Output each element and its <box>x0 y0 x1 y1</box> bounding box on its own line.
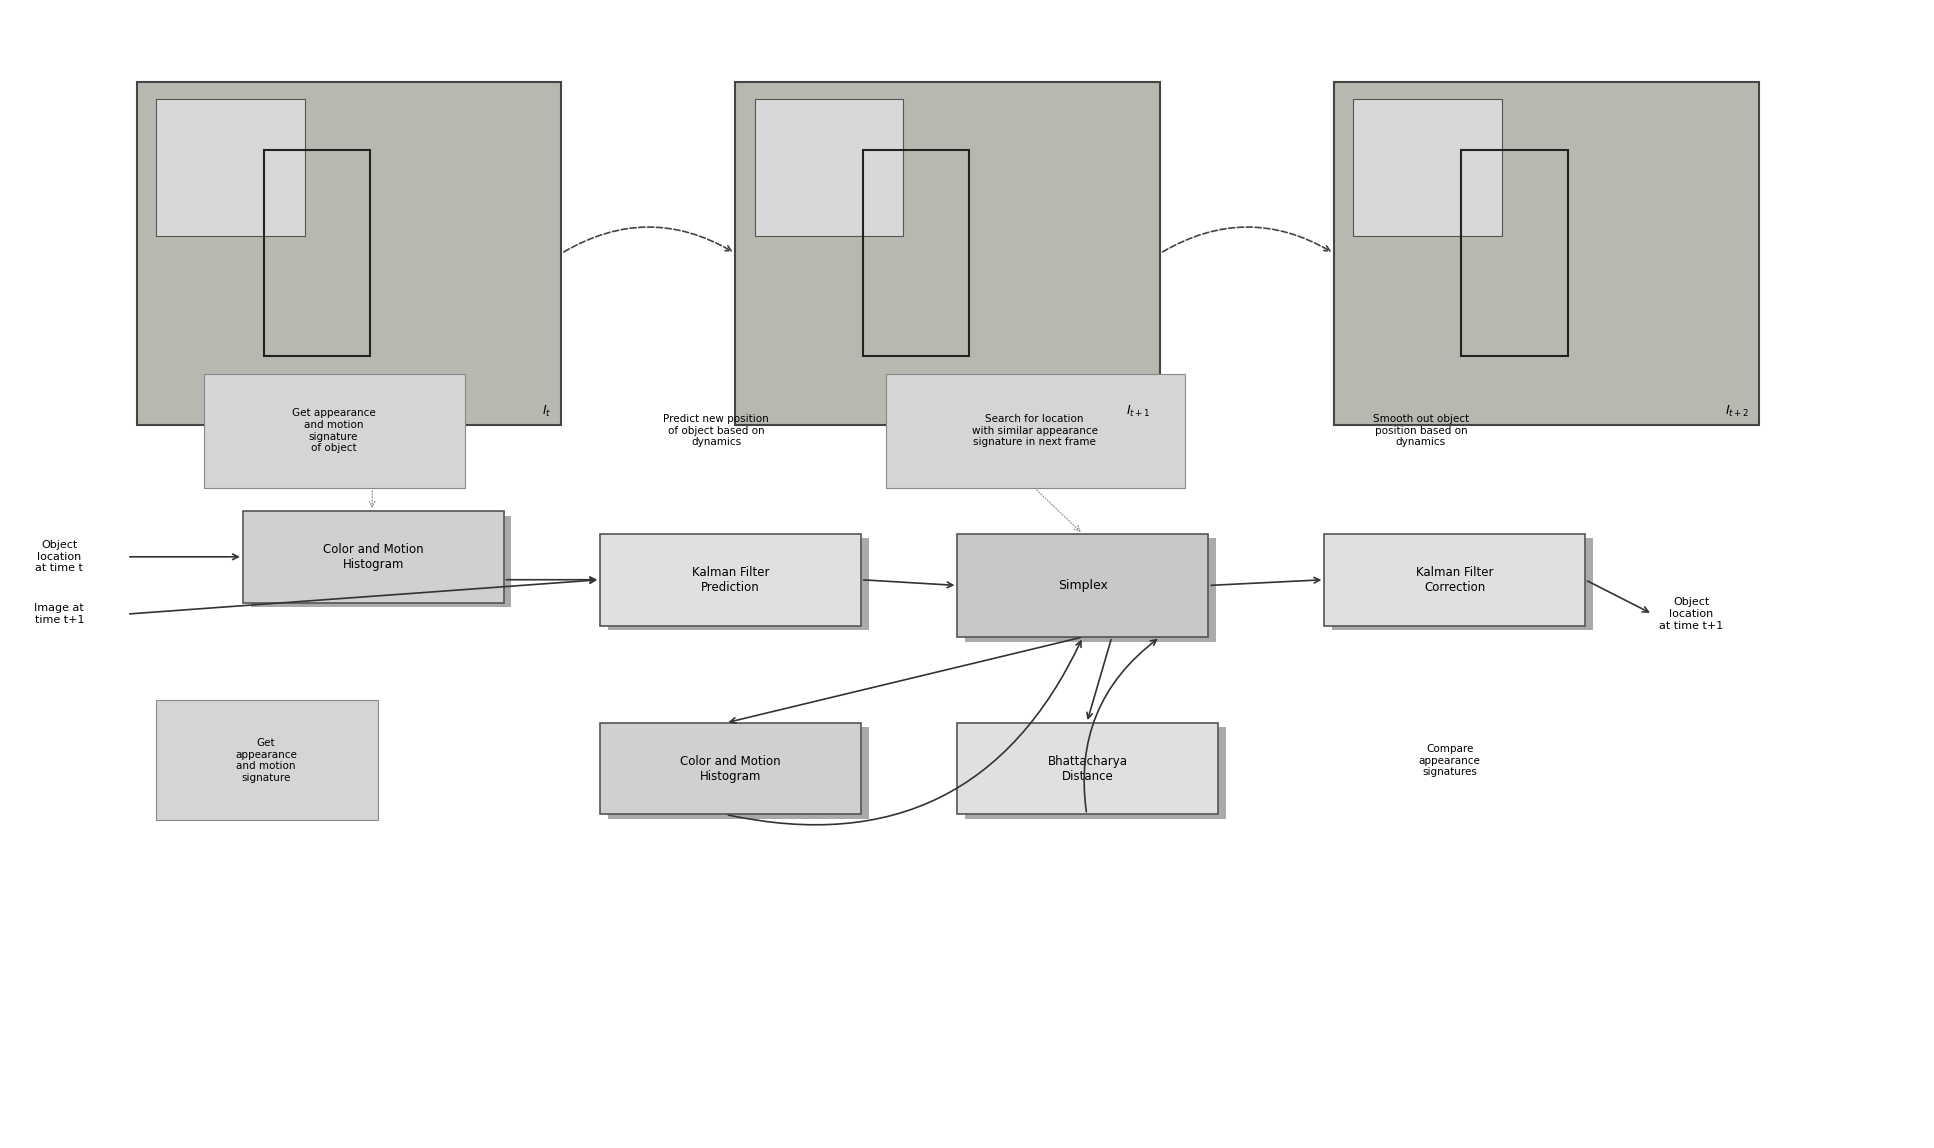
FancyBboxPatch shape <box>957 723 1218 814</box>
FancyBboxPatch shape <box>965 728 1226 819</box>
FancyBboxPatch shape <box>735 82 1160 425</box>
Text: Bhattacharya
Distance: Bhattacharya Distance <box>1048 754 1128 783</box>
FancyBboxPatch shape <box>965 538 1216 642</box>
FancyBboxPatch shape <box>886 373 1186 488</box>
Text: Smooth out object
position based on
dynamics: Smooth out object position based on dyna… <box>1373 414 1470 448</box>
FancyBboxPatch shape <box>157 700 377 820</box>
Text: Search for location
with similar appearance
signature in next frame: Search for location with similar appeara… <box>971 414 1099 448</box>
FancyBboxPatch shape <box>1354 99 1503 236</box>
FancyBboxPatch shape <box>600 534 861 626</box>
FancyBboxPatch shape <box>137 82 561 425</box>
FancyBboxPatch shape <box>244 511 503 603</box>
Text: Image at
time t+1: Image at time t+1 <box>35 604 85 625</box>
FancyBboxPatch shape <box>157 99 304 236</box>
Text: Color and Motion
Histogram: Color and Motion Histogram <box>323 543 424 571</box>
FancyBboxPatch shape <box>205 373 464 488</box>
FancyBboxPatch shape <box>607 728 868 819</box>
Text: $I_{t+2}$: $I_{t+2}$ <box>1725 404 1748 419</box>
Text: Predict new position
of object based on
dynamics: Predict new position of object based on … <box>663 414 770 448</box>
FancyBboxPatch shape <box>957 534 1209 637</box>
Text: $I_t$: $I_t$ <box>542 404 551 419</box>
Text: Get appearance
and motion
signature
of object: Get appearance and motion signature of o… <box>292 409 375 453</box>
FancyBboxPatch shape <box>1325 534 1586 626</box>
Text: Get
appearance
and motion
signature: Get appearance and motion signature <box>236 738 298 783</box>
FancyBboxPatch shape <box>251 515 511 607</box>
Text: Object
location
at time t+1: Object location at time t+1 <box>1659 597 1723 630</box>
FancyBboxPatch shape <box>1334 82 1758 425</box>
Text: Color and Motion
Histogram: Color and Motion Histogram <box>681 754 781 783</box>
FancyBboxPatch shape <box>607 538 868 630</box>
FancyBboxPatch shape <box>754 99 903 236</box>
Text: Kalman Filter
Correction: Kalman Filter Correction <box>1416 566 1493 594</box>
Text: Compare
appearance
signatures: Compare appearance signatures <box>1420 744 1481 777</box>
Text: $I_{t+1}$: $I_{t+1}$ <box>1126 404 1151 419</box>
Text: Kalman Filter
Prediction: Kalman Filter Prediction <box>692 566 770 594</box>
FancyBboxPatch shape <box>1333 538 1594 630</box>
Text: Object
location
at time t: Object location at time t <box>35 541 83 573</box>
FancyBboxPatch shape <box>600 723 861 814</box>
Text: Simplex: Simplex <box>1058 579 1108 592</box>
